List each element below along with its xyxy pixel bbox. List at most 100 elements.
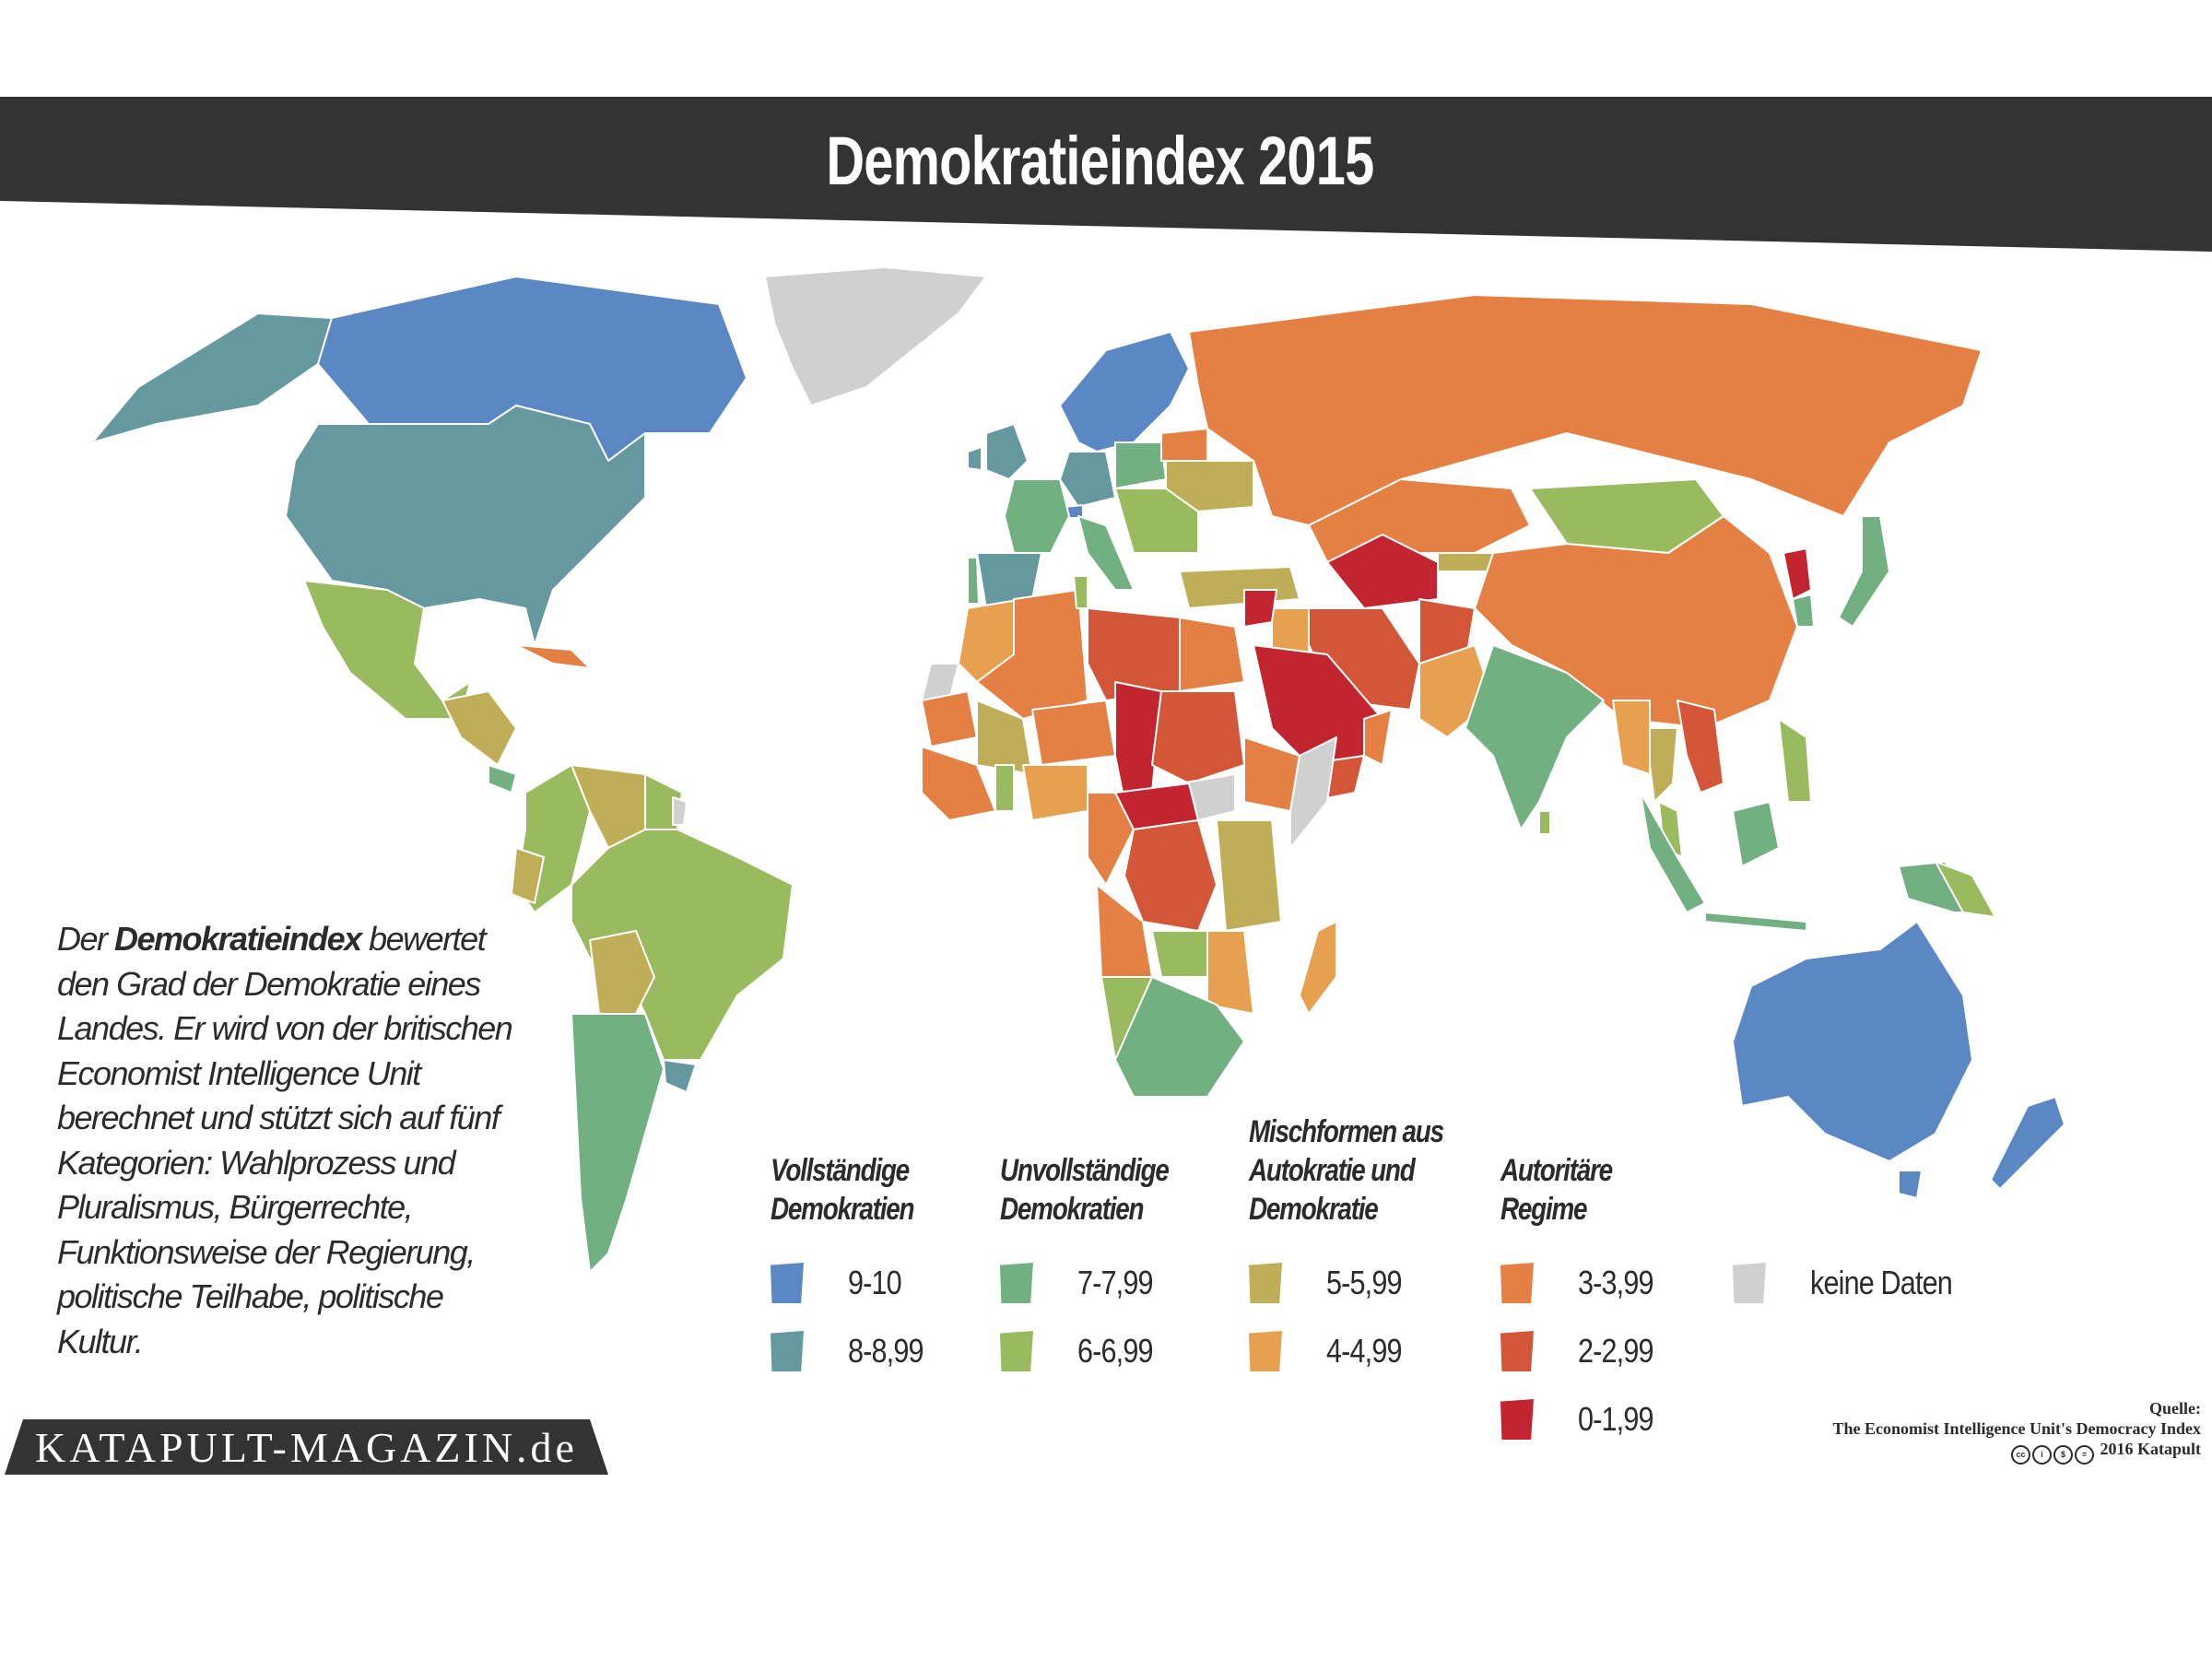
- swatch-0-199: [1500, 1399, 1534, 1440]
- legend-heading: Vollständige Demokratien: [771, 1153, 915, 1227]
- swatch-2-299: [1500, 1331, 1534, 1371]
- region-somalia: [1289, 736, 1337, 849]
- region-oman: [1363, 709, 1393, 766]
- swatch-5-599: [1249, 1263, 1282, 1303]
- legend-item-9-10: 9-10: [771, 1263, 911, 1303]
- page-title: Demokratieindex 2015: [826, 123, 1374, 199]
- region-poland: [1114, 441, 1167, 489]
- region-australia: [1732, 921, 1973, 1162]
- region-nigeria: [1022, 764, 1088, 821]
- region-new-zealand: [1990, 1096, 2065, 1190]
- region-indonesia-borneo: [1732, 801, 1780, 867]
- region-greenland: [764, 266, 987, 406]
- legend-item-4-499: 4-4,99: [1249, 1331, 1415, 1371]
- region-turkmenistan-uzbekistan: [1326, 534, 1439, 609]
- swatch-9-10: [771, 1263, 804, 1303]
- region-alaska: [91, 312, 333, 443]
- region-usa: [285, 405, 646, 646]
- region-sudan: [1151, 690, 1245, 784]
- source-name: The Economist Intelligence Unit's Democr…: [1832, 1419, 2201, 1438]
- region-china: [1474, 515, 1798, 729]
- region-myanmar: [1612, 700, 1651, 775]
- legend-heading: Autoritäre Regime: [1500, 1153, 1613, 1227]
- legend-item-7-799: 7-7,99: [1000, 1263, 1166, 1303]
- description: Der Demokratieindex bewertet den Grad de…: [57, 917, 518, 1364]
- region-french-guiana: [672, 796, 688, 826]
- description-body: bewertet den Grad der Demokratie eines L…: [57, 920, 513, 1360]
- region-kyrgyzstan: [1437, 552, 1494, 572]
- region-niger: [1031, 700, 1116, 766]
- swatch-no-data: [1733, 1263, 1766, 1303]
- region-ecuador: [511, 847, 545, 904]
- swatch-6-699: [1000, 1331, 1033, 1371]
- legend-item-0-199: 0-1,99: [1500, 1399, 1666, 1440]
- license-line: cc i $ = 2016 Katapult: [1833, 1439, 2201, 1465]
- cc-nc-icon: $: [2053, 1445, 2073, 1465]
- region-west-africa: [921, 746, 996, 821]
- region-japan: [1838, 515, 1890, 628]
- logo-text: KATAPULT-MAGAZIN.de: [35, 1424, 578, 1471]
- cc-nd-icon: =: [2074, 1445, 2094, 1465]
- source-label: Quelle:: [2149, 1399, 2201, 1418]
- banner-shape: [0, 97, 2212, 252]
- region-laos-vietnam: [1677, 700, 1724, 794]
- region-india: [1465, 644, 1605, 830]
- region-mozambique-zimbabwe: [1206, 930, 1254, 1015]
- region-russia: [1188, 294, 1983, 526]
- legend-item-5-599: 5-5,99: [1249, 1263, 1415, 1303]
- world-map: [91, 266, 2065, 1273]
- swatch-3-399: [1500, 1263, 1534, 1303]
- source-credit: Quelle: The Economist Intelligence Unit'…: [1833, 1398, 2201, 1465]
- region-bolivia: [589, 930, 655, 1015]
- legend-item-2-299: 2-2,99: [1500, 1331, 1666, 1371]
- region-tunisia: [1073, 575, 1088, 609]
- region-cuba: [515, 644, 591, 669]
- legend-heading: Unvollständige Demokratien: [1000, 1153, 1170, 1227]
- legend-group-full-democracies: Vollständige Demokratien: [771, 1151, 945, 1229]
- region-argentina-chile: [571, 1013, 665, 1273]
- region-north-korea: [1783, 547, 1812, 600]
- region-thailand: [1649, 727, 1678, 803]
- swatch-8-899: [771, 1331, 804, 1371]
- region-papua-new-guinea: [1935, 861, 1996, 918]
- region-south-africa: [1114, 976, 1245, 1098]
- region-sri-lanka: [1538, 810, 1551, 835]
- region-france: [1004, 478, 1070, 554]
- region-ukraine: [1165, 460, 1254, 512]
- region-mauritania: [921, 690, 978, 747]
- region-south-korea: [1792, 594, 1815, 628]
- legend-item-3-399: 3-3,99: [1500, 1263, 1666, 1303]
- region-syria: [1243, 589, 1277, 628]
- region-belarus: [1160, 428, 1208, 462]
- region-egypt: [1179, 617, 1245, 692]
- legend-heading: Mischformen aus Autokratie und Demokrati…: [1249, 1114, 1444, 1227]
- legend-item-6-699: 6-6,99: [1000, 1331, 1166, 1371]
- legend-item-8-899: 8-8,99: [771, 1331, 936, 1371]
- region-scandinavia: [1059, 331, 1190, 453]
- logo-shape: [5, 1419, 608, 1475]
- region-germany: [1059, 451, 1116, 508]
- region-indonesia-sumatra: [1640, 792, 1706, 913]
- legend-item-no-data: keine Daten: [1733, 1263, 1977, 1303]
- region-philippines: [1778, 718, 1812, 803]
- region-dr-congo: [1124, 819, 1218, 932]
- swatch-4-499: [1249, 1331, 1282, 1371]
- region-uk: [985, 423, 1029, 480]
- region-zambia: [1151, 930, 1208, 978]
- region-indonesia-java: [1704, 912, 1807, 932]
- katapult-logo[interactable]: KATAPULT-MAGAZIN.de: [0, 1419, 618, 1478]
- cc-by-icon: i: [2031, 1445, 2052, 1465]
- license-text: 2016 Katapult: [2100, 1440, 2201, 1458]
- region-kenya-tanzania: [1216, 819, 1282, 932]
- region-tasmania: [1898, 1170, 1923, 1199]
- swatch-7-799: [1000, 1263, 1033, 1303]
- region-uruguay: [663, 1059, 697, 1093]
- cc-icon: cc: [2010, 1445, 2030, 1465]
- title-banner: Demokratieindex 2015: [0, 0, 2212, 276]
- region-turkey: [1179, 566, 1300, 609]
- legend-group-hybrid-regimes: Mischformen aus Autokratie und Demokrati…: [1249, 1112, 1486, 1229]
- region-central-america: [441, 690, 517, 766]
- legend-group-authoritarian: Autoritäre Regime: [1500, 1151, 1636, 1229]
- region-madagascar: [1299, 921, 1337, 1015]
- region-costa-rica: [488, 764, 517, 794]
